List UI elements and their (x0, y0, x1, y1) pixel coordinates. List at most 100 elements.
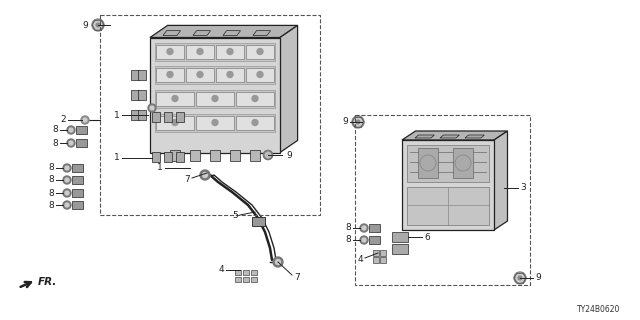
Polygon shape (156, 44, 184, 59)
Circle shape (63, 164, 71, 172)
Polygon shape (369, 236, 380, 244)
Polygon shape (250, 149, 260, 161)
Polygon shape (440, 135, 460, 138)
Circle shape (227, 49, 233, 54)
Circle shape (94, 21, 102, 29)
Polygon shape (380, 250, 386, 256)
Polygon shape (236, 92, 274, 106)
Text: 8: 8 (48, 164, 54, 172)
Circle shape (227, 71, 233, 77)
Circle shape (352, 116, 364, 128)
Polygon shape (196, 116, 234, 130)
Polygon shape (243, 270, 249, 275)
Polygon shape (72, 176, 83, 184)
Polygon shape (407, 187, 489, 225)
Circle shape (197, 71, 203, 77)
Polygon shape (155, 90, 275, 108)
Polygon shape (369, 224, 380, 232)
Circle shape (65, 203, 69, 207)
Text: 4: 4 (218, 266, 224, 275)
Circle shape (63, 176, 71, 184)
Circle shape (264, 150, 273, 159)
Polygon shape (210, 149, 220, 161)
Text: 9: 9 (83, 20, 88, 29)
Circle shape (83, 118, 87, 122)
Text: 9: 9 (535, 274, 541, 283)
Circle shape (167, 71, 173, 77)
Text: 6: 6 (424, 233, 429, 242)
Circle shape (257, 71, 263, 77)
Polygon shape (407, 145, 489, 182)
Circle shape (362, 226, 366, 230)
Text: 8: 8 (345, 236, 351, 244)
Polygon shape (380, 257, 386, 263)
Polygon shape (76, 139, 87, 147)
Polygon shape (76, 126, 87, 134)
Polygon shape (131, 90, 139, 100)
Circle shape (200, 170, 210, 180)
Circle shape (362, 238, 366, 242)
Polygon shape (138, 70, 146, 80)
Polygon shape (155, 43, 275, 60)
Text: TY24B0620: TY24B0620 (577, 305, 620, 314)
Polygon shape (252, 217, 265, 226)
Circle shape (65, 191, 69, 195)
Circle shape (257, 49, 263, 54)
Polygon shape (152, 152, 160, 162)
Polygon shape (223, 31, 241, 36)
Text: 4: 4 (357, 255, 363, 265)
Text: 8: 8 (48, 188, 54, 197)
Polygon shape (138, 110, 146, 120)
Polygon shape (164, 112, 172, 122)
Circle shape (63, 189, 71, 197)
Polygon shape (170, 149, 180, 161)
Circle shape (516, 274, 524, 282)
Circle shape (167, 49, 173, 54)
Polygon shape (243, 277, 249, 282)
Circle shape (96, 23, 100, 27)
Circle shape (273, 257, 283, 267)
Polygon shape (415, 135, 435, 138)
Circle shape (252, 95, 258, 101)
Polygon shape (246, 44, 274, 59)
Circle shape (150, 106, 154, 110)
Polygon shape (186, 44, 214, 59)
Polygon shape (246, 68, 274, 82)
Circle shape (275, 260, 280, 265)
Text: 8: 8 (48, 201, 54, 210)
Polygon shape (373, 257, 379, 263)
Polygon shape (373, 250, 379, 256)
Polygon shape (164, 152, 172, 162)
Polygon shape (131, 70, 139, 80)
Polygon shape (193, 31, 211, 36)
Text: 3: 3 (520, 183, 525, 193)
Polygon shape (156, 68, 184, 82)
Polygon shape (465, 135, 484, 138)
Polygon shape (216, 68, 244, 82)
Polygon shape (402, 131, 508, 140)
Circle shape (148, 104, 156, 112)
Polygon shape (156, 116, 194, 130)
Polygon shape (131, 110, 139, 120)
Polygon shape (150, 25, 298, 37)
Text: 8: 8 (48, 175, 54, 185)
Text: 7: 7 (294, 273, 300, 282)
Text: 5: 5 (232, 212, 238, 220)
Circle shape (197, 49, 203, 54)
Polygon shape (155, 114, 275, 132)
Polygon shape (156, 92, 194, 106)
Text: 7: 7 (184, 175, 190, 185)
Polygon shape (186, 68, 214, 82)
Circle shape (65, 166, 69, 170)
Polygon shape (138, 90, 146, 100)
Circle shape (212, 119, 218, 125)
Polygon shape (251, 270, 257, 275)
Polygon shape (253, 31, 271, 36)
Text: 9: 9 (342, 117, 348, 126)
Polygon shape (392, 232, 408, 242)
Polygon shape (230, 149, 240, 161)
Polygon shape (72, 189, 83, 197)
Polygon shape (402, 140, 494, 230)
Circle shape (518, 276, 522, 280)
Circle shape (266, 152, 271, 158)
